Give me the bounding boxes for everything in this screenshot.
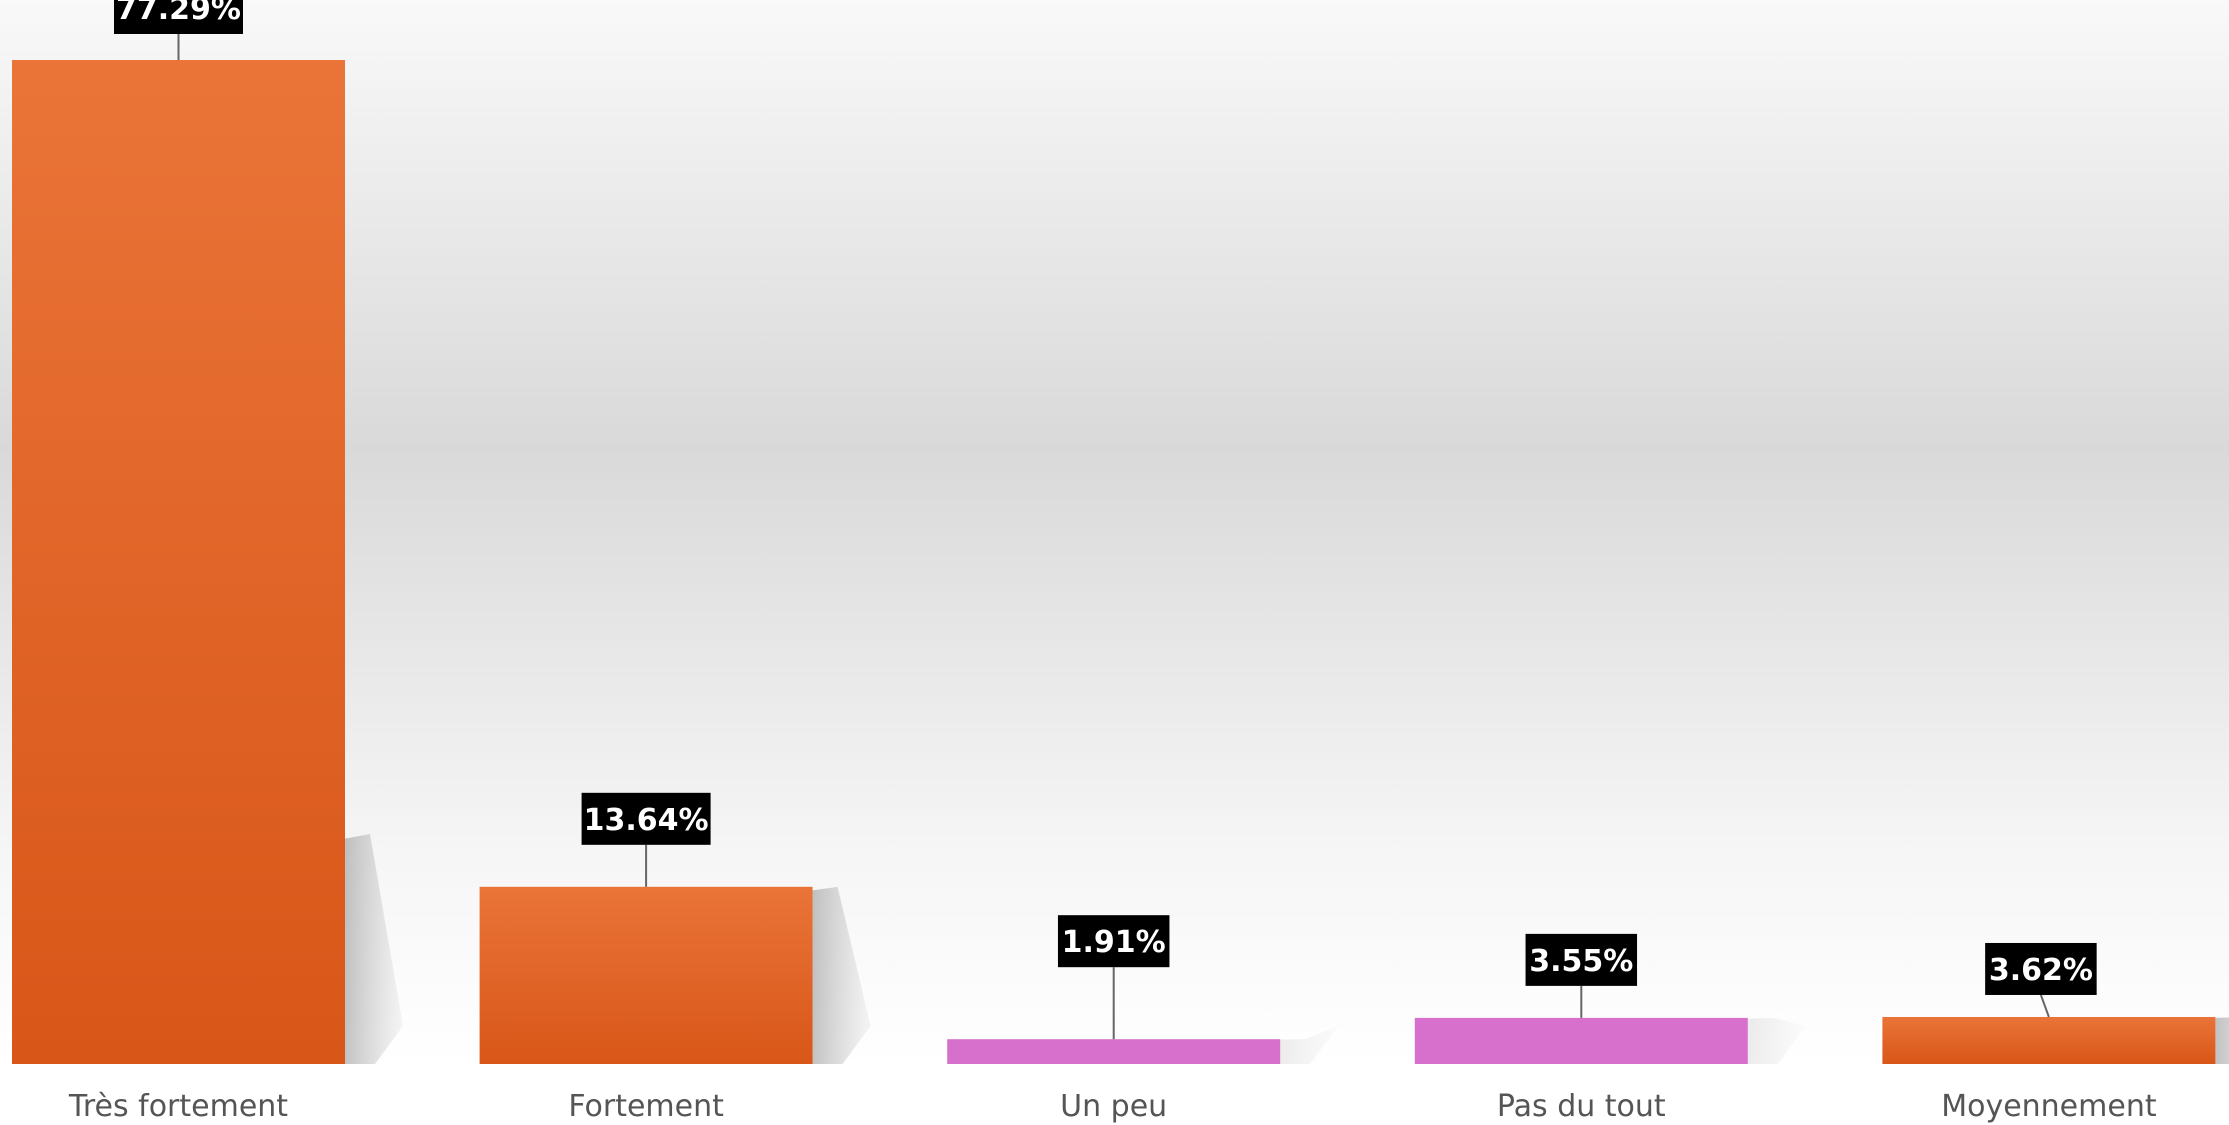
category-label: Un peu bbox=[1060, 1089, 1167, 1124]
value-label-box bbox=[1525, 933, 1638, 986]
bar bbox=[12, 60, 345, 1064]
value-label-box bbox=[114, 0, 243, 34]
leader-lines bbox=[177, 34, 2050, 1040]
value-label: 3.62% bbox=[1989, 953, 2093, 988]
bar bbox=[1414, 1017, 1748, 1064]
bars bbox=[12, 60, 2216, 1064]
value-label-box bbox=[1985, 942, 2097, 995]
bar-shadow bbox=[1747, 1017, 1806, 1064]
value-label: 1.91% bbox=[1062, 925, 1166, 960]
value-label-box bbox=[1057, 915, 1170, 968]
leader-line bbox=[2039, 994, 2050, 1018]
bar-shadow bbox=[345, 834, 403, 1064]
value-label-box bbox=[581, 792, 711, 845]
bar bbox=[947, 1039, 1281, 1064]
value-label: 3.55% bbox=[1529, 944, 1633, 979]
value-label: 13.64% bbox=[584, 803, 709, 838]
value-label: 77.29% bbox=[116, 0, 241, 27]
category-label: Pas du tout bbox=[1497, 1089, 1666, 1124]
bar-shadow bbox=[1280, 1026, 1339, 1064]
category-label: Très fortement bbox=[68, 1089, 288, 1124]
bar-shadow bbox=[812, 886, 871, 1064]
category-label: Moyennement bbox=[1941, 1089, 2157, 1124]
category-label: Fortement bbox=[568, 1089, 724, 1124]
value-labels: 77.29% 13.64% 1.91% 3.55% 3.62% bbox=[114, 0, 2097, 995]
bar bbox=[1882, 1016, 2216, 1064]
bar-shadow bbox=[2215, 1017, 2229, 1064]
x-axis-labels: Très fortement Fortement Un peu Pas du tout… bbox=[68, 1089, 2157, 1124]
bar bbox=[479, 886, 813, 1064]
bar-shadows bbox=[345, 834, 2229, 1064]
